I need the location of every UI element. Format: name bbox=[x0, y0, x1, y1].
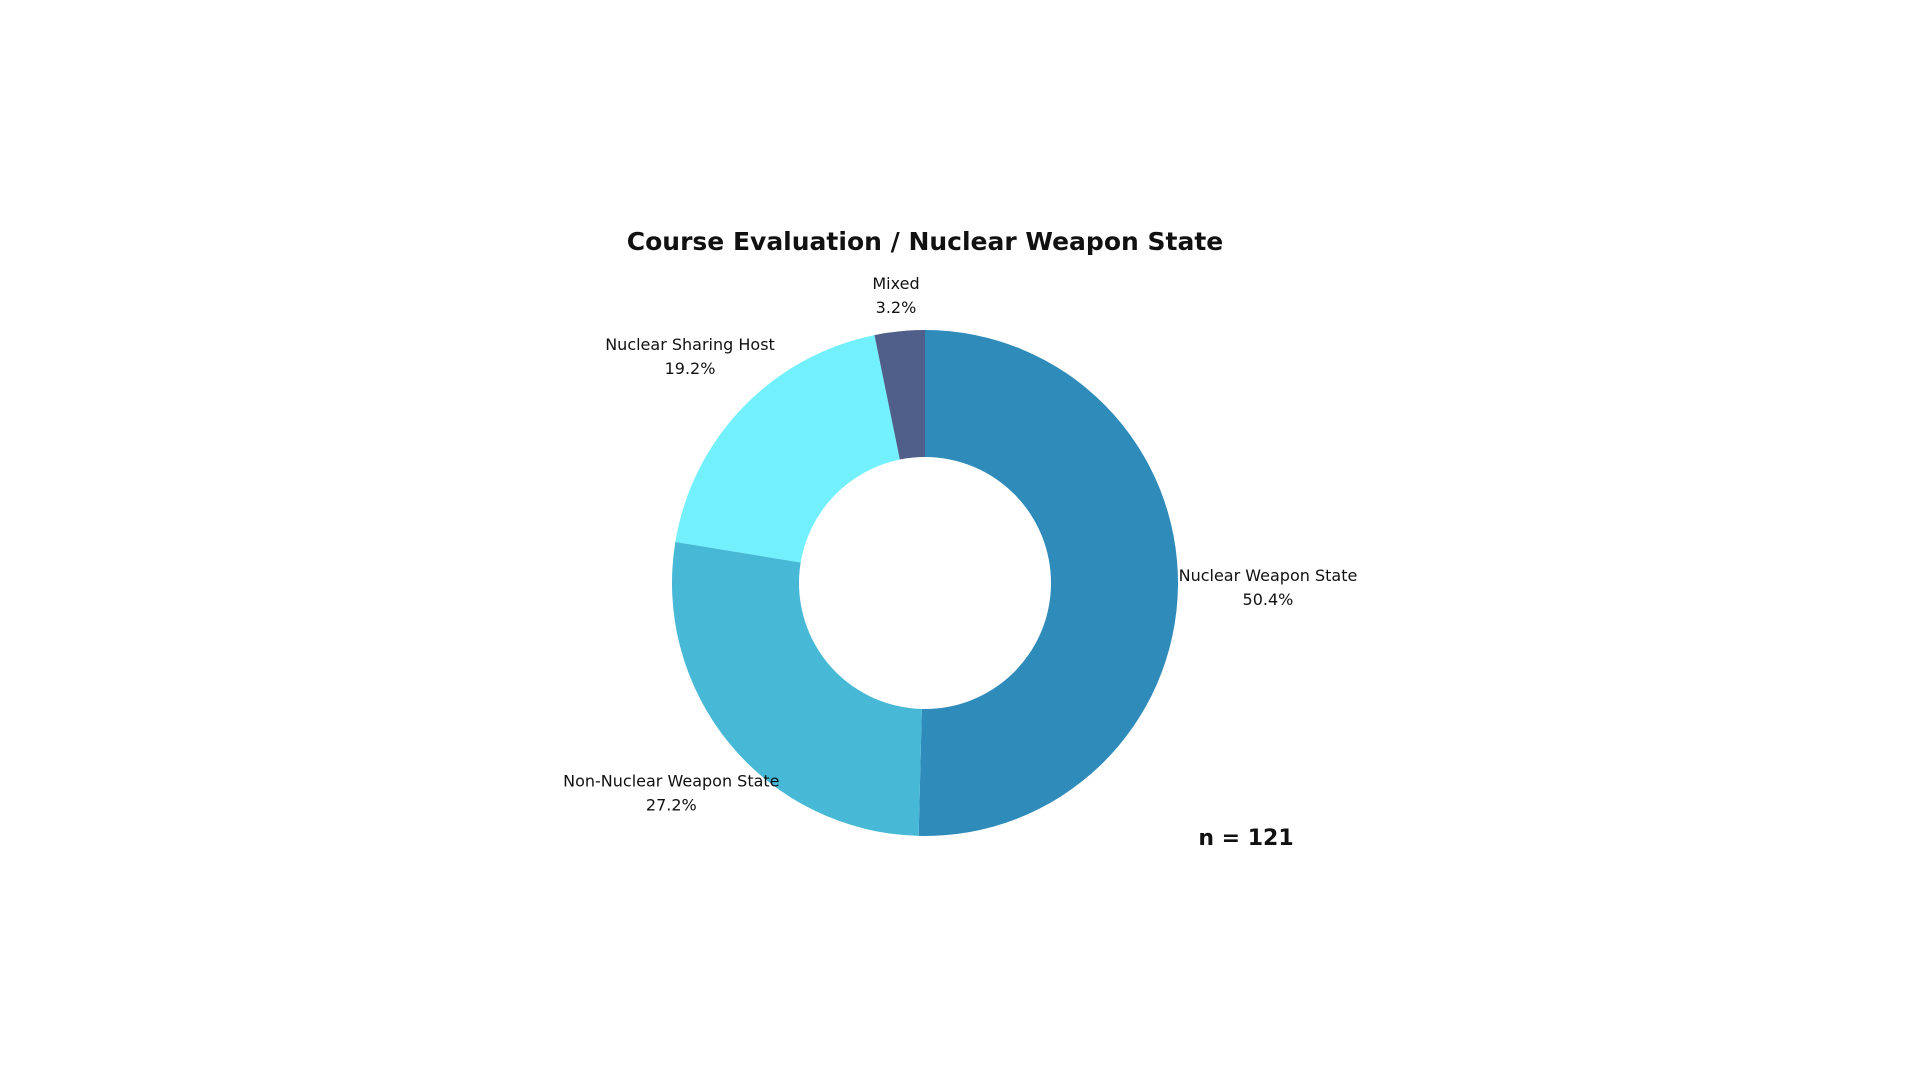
donut-slice bbox=[874, 330, 925, 460]
value-label: 27.2% bbox=[646, 795, 697, 814]
value-label: 3.2% bbox=[876, 298, 917, 317]
chart-title: Course Evaluation / Nuclear Weapon State bbox=[627, 227, 1223, 256]
donut-slice bbox=[672, 541, 922, 836]
donut-slice bbox=[675, 335, 900, 563]
value-label: 50.4% bbox=[1243, 590, 1294, 609]
slice-label: Non-Nuclear Weapon State bbox=[563, 771, 779, 790]
slice-label: Mixed bbox=[872, 274, 919, 293]
slice-label: Nuclear Weapon State bbox=[1179, 566, 1358, 585]
value-label: 19.2% bbox=[665, 359, 716, 378]
annotation: n = 121 bbox=[1198, 826, 1293, 851]
donut-slice bbox=[918, 330, 1179, 837]
slice-label: Nuclear Sharing Host bbox=[605, 335, 775, 354]
